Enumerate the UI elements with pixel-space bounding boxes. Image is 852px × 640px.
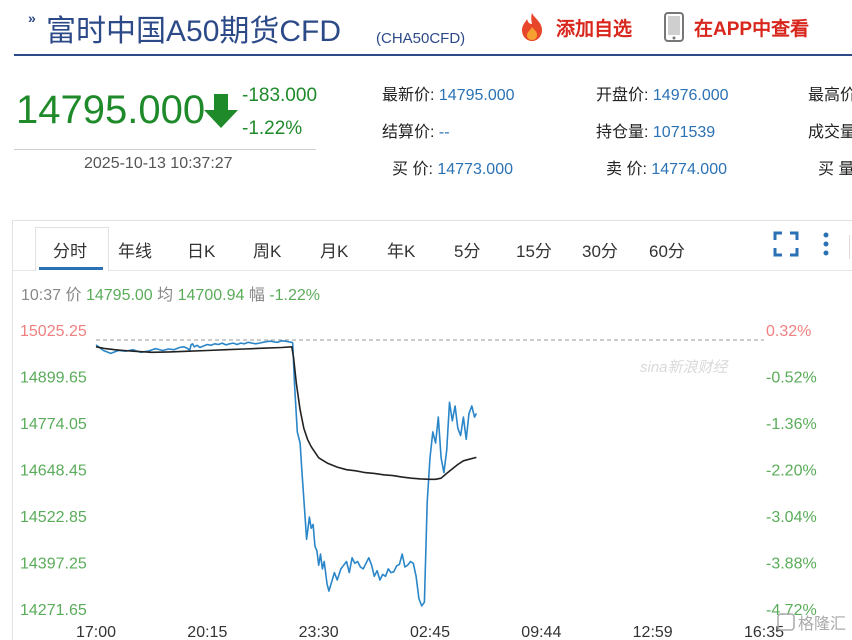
view-in-app-button[interactable]: 在APP中查看 bbox=[664, 12, 809, 42]
quote-oi-label: 持仓量: bbox=[596, 124, 649, 141]
tab-yearly-k[interactable]: 年K bbox=[387, 242, 416, 261]
info-pct-label: 幅 bbox=[248, 287, 265, 304]
pct-tick-label: -1.36% bbox=[766, 416, 817, 433]
quote-last-label: 最新价: bbox=[382, 87, 435, 104]
info-pct: -1.22% bbox=[269, 287, 320, 304]
more-icon[interactable] bbox=[821, 231, 831, 257]
page-header: » 富时中国A50期货CFD (CHA50CFD) 添加自选 在APP中查看 bbox=[14, 0, 852, 56]
quote-oi-value: 1071539 bbox=[652, 124, 716, 141]
quote-open-value: 14976.000 bbox=[652, 87, 729, 104]
y-tick-label: 14522.85 bbox=[20, 509, 87, 526]
source-logo: 格隆汇 bbox=[777, 613, 846, 633]
y-tick-label: 14397.25 bbox=[20, 556, 87, 573]
quote-bid: 买 价: 14773.000 bbox=[392, 155, 513, 179]
source-logo-icon bbox=[777, 613, 795, 631]
quote-bid-label: 买 价: bbox=[392, 161, 433, 178]
tab-intraday[interactable]: 分时 bbox=[53, 242, 87, 261]
quote-open-interest: 持仓量: 1071539 bbox=[596, 118, 715, 142]
quote-settle: 结算价: -- bbox=[382, 118, 450, 142]
info-price: 14795.00 bbox=[85, 287, 153, 304]
x-tick-label: 12:59 bbox=[633, 624, 673, 640]
quote-ask: 卖 价: 14774.000 bbox=[606, 155, 727, 179]
x-tick-label: 09:44 bbox=[521, 624, 561, 640]
active-tab-underline bbox=[39, 267, 103, 270]
quote-open-label: 开盘价: bbox=[596, 87, 649, 104]
quote-high: 最高价 bbox=[808, 81, 852, 105]
tab-15min[interactable]: 15分 bbox=[516, 242, 552, 261]
quote-bid-value: 14773.000 bbox=[437, 161, 513, 178]
x-tick-label: 17:00 bbox=[76, 624, 116, 640]
price-change: -183.000 bbox=[242, 85, 318, 106]
quote-open: 开盘价: 14976.000 bbox=[596, 81, 729, 105]
quote-last-value: 14795.000 bbox=[438, 87, 515, 104]
y-tick-label: 14271.65 bbox=[20, 602, 87, 619]
tab-monthly-k[interactable]: 月K bbox=[320, 242, 349, 261]
price-change-percent: -1.22% bbox=[242, 118, 303, 139]
down-arrow-icon bbox=[204, 94, 238, 128]
add-watchlist-label: 添加自选 bbox=[556, 18, 633, 40]
fullscreen-icon[interactable] bbox=[773, 231, 799, 257]
info-time: 10:37 bbox=[21, 287, 62, 304]
quote-high-label: 最高价 bbox=[808, 87, 852, 104]
y-tick-label: 14899.65 bbox=[20, 370, 87, 387]
quote-settle-value: -- bbox=[438, 124, 450, 141]
quote-settle-label: 结算价: bbox=[382, 124, 435, 141]
tabs-divider bbox=[849, 235, 850, 259]
period-tabs: 分时 年线 日K 周K 月K 年K 5分 15分 30分 60分 bbox=[13, 221, 852, 271]
pct-tick-label: -3.88% bbox=[766, 556, 817, 573]
pct-tick-label: 0.32% bbox=[766, 323, 811, 340]
tab-weekly-k[interactable]: 周K bbox=[253, 242, 282, 261]
last-price: 14795.000 bbox=[16, 88, 206, 132]
chart-panel: 分时 年线 日K 周K 月K 年K 5分 15分 30分 60分 10:37 价… bbox=[12, 220, 852, 640]
quote-timestamp: 2025-10-13 10:37:27 bbox=[84, 155, 233, 172]
crosshair-info: 10:37 价 14795.00 均 14700.94 幅 -1.22% bbox=[21, 281, 320, 305]
x-tick-label: 02:45 bbox=[410, 624, 450, 640]
pct-tick-label: -3.04% bbox=[766, 509, 817, 526]
price-line bbox=[95, 340, 478, 607]
tab-daily-k[interactable]: 日K bbox=[187, 242, 216, 261]
source-logo-text: 格隆汇 bbox=[798, 615, 846, 633]
quote-volume-label: 成交量 bbox=[808, 124, 852, 141]
quote-last: 最新价: 14795.000 bbox=[382, 81, 515, 105]
info-price-label: 价 bbox=[65, 287, 82, 304]
instrument-code: (CHA50CFD) bbox=[376, 30, 466, 47]
pct-tick-label: -0.52% bbox=[766, 370, 817, 387]
quote-ask-value: 14774.000 bbox=[651, 161, 727, 178]
watermark-text: sina新浪财经 bbox=[640, 359, 730, 376]
quote-ask-label: 卖 价: bbox=[606, 161, 647, 178]
add-watchlist-button[interactable]: 添加自选 bbox=[516, 12, 632, 42]
y-tick-label: 14648.45 bbox=[20, 463, 87, 480]
view-in-app-label: 在APP中查看 bbox=[694, 18, 810, 40]
quote-volume: 成交量 bbox=[808, 118, 852, 142]
info-avg: 14700.94 bbox=[177, 287, 245, 304]
tab-year-line[interactable]: 年线 bbox=[118, 242, 152, 261]
instrument-title: 富时中国A50期货CFD bbox=[46, 15, 342, 48]
tab-5min[interactable]: 5分 bbox=[454, 242, 481, 261]
quote-bid-volume: 买 量 bbox=[818, 155, 852, 179]
active-tab-frame bbox=[35, 227, 109, 271]
x-tick-label: 20:15 bbox=[187, 624, 227, 640]
average-line bbox=[95, 346, 477, 481]
price-divider bbox=[14, 149, 316, 150]
x-tick-label: 16:35 bbox=[744, 624, 784, 640]
y-tick-label: 14774.05 bbox=[20, 416, 87, 433]
title-chevron-icon: » bbox=[28, 10, 36, 26]
quote-bidvol-label: 买 量 bbox=[818, 161, 852, 178]
tab-30min[interactable]: 30分 bbox=[582, 242, 618, 261]
phone-icon bbox=[664, 12, 684, 42]
tab-60min[interactable]: 60分 bbox=[649, 242, 685, 261]
pct-tick-label: -2.20% bbox=[766, 463, 817, 480]
info-avg-label: 均 bbox=[157, 287, 174, 304]
y-tick-label: 15025.25 bbox=[20, 323, 87, 340]
x-tick-label: 23:30 bbox=[299, 624, 339, 640]
fire-icon bbox=[522, 13, 542, 41]
